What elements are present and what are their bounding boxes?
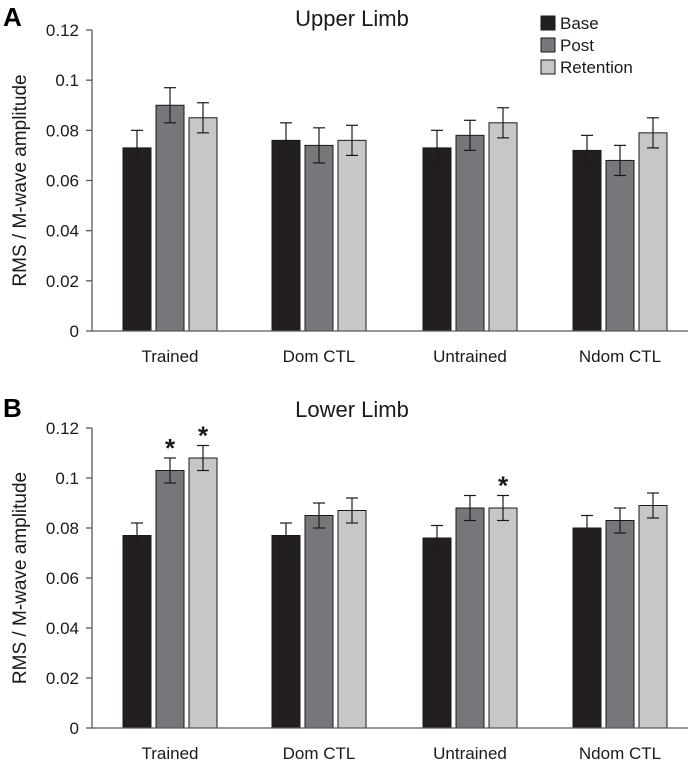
bar-base-trained — [122, 147, 152, 332]
y-tick-label: 0.1 — [55, 469, 79, 488]
y-tick-label: 0 — [70, 719, 79, 738]
y-tick-label: 0.06 — [46, 569, 79, 588]
x-tick-label: Untrained — [433, 347, 507, 366]
chart-panel-a: A Upper Limb RMS / M-wave amplitude 0 0.02 0.… — [3, 2, 688, 366]
y-axis-title: RMS / M-wave amplitude — [10, 74, 31, 286]
bar-retention-ndom-ctl — [638, 132, 668, 332]
x-tick-label: Ndom CTL — [579, 347, 661, 366]
bar-base-dom-ctl — [271, 139, 301, 332]
bar-post-untrained — [455, 134, 485, 332]
bar-base-untrained — [422, 147, 452, 332]
chart-panel-b: B Lower Limb RMS / M-wave amplitude 0 0.02 0.… — [3, 393, 688, 763]
y-tick-label: 0.04 — [46, 619, 79, 638]
bar-retention-dom-ctl — [337, 139, 367, 332]
y-tick-label: 0.02 — [46, 272, 79, 291]
panel-letter: B — [3, 393, 22, 423]
x-tick-label: Dom CTL — [283, 347, 356, 366]
bar-post-untrained — [455, 507, 485, 729]
bar-post-trained — [155, 470, 185, 729]
legend: Base Post Retention — [540, 14, 633, 77]
significance-marker: * — [498, 471, 509, 501]
bar-base-ndom-ctl — [572, 527, 602, 729]
y-tick-label: 0.08 — [46, 121, 79, 140]
y-tick-label: 0.02 — [46, 669, 79, 688]
legend-swatch-post — [540, 37, 556, 53]
bar-retention-ndom-ctl — [638, 505, 668, 729]
y-tick-label: 0.06 — [46, 172, 79, 191]
bar-retention-trained — [188, 457, 218, 729]
bar-retention-untrained — [488, 507, 518, 729]
x-tick-label: Untrained — [433, 744, 507, 763]
bar-base-dom-ctl — [271, 535, 301, 729]
panel-letter: A — [3, 2, 22, 32]
y-tick-label: 0 — [70, 322, 79, 341]
legend-swatch-retention — [540, 59, 556, 75]
bar-base-trained — [122, 535, 152, 729]
y-axis-title: RMS / M-wave amplitude — [10, 472, 31, 684]
bar-post-dom-ctl — [304, 515, 334, 729]
significance-marker: * — [165, 433, 176, 463]
bar-post-ndom-ctl — [605, 520, 635, 729]
legend-label-retention: Retention — [560, 58, 633, 77]
x-tick-label: Trained — [141, 744, 198, 763]
x-tick-label: Trained — [141, 347, 198, 366]
chart-title: Lower Limb — [295, 397, 409, 422]
y-tick-label: 0.04 — [46, 222, 79, 241]
bar-base-untrained — [422, 537, 452, 729]
bar-retention-dom-ctl — [337, 510, 367, 729]
y-tick-label: 0.08 — [46, 519, 79, 538]
x-tick-label: Ndom CTL — [579, 744, 661, 763]
legend-label-post: Post — [560, 36, 594, 55]
y-tick-label: 0.1 — [55, 71, 79, 90]
bar-post-dom-ctl — [304, 144, 334, 332]
bar-post-trained — [155, 104, 185, 332]
legend-swatch-base — [540, 15, 556, 31]
significance-marker: * — [198, 421, 209, 451]
x-tick-label: Dom CTL — [283, 744, 356, 763]
legend-label-base: Base — [560, 14, 599, 33]
y-tick-label: 0.12 — [46, 419, 79, 438]
bar-post-ndom-ctl — [605, 159, 635, 332]
bar-base-ndom-ctl — [572, 149, 602, 332]
y-tick-label: 0.12 — [46, 21, 79, 40]
bar-retention-untrained — [488, 122, 518, 332]
chart-title: Upper Limb — [295, 6, 409, 31]
bar-retention-trained — [188, 117, 218, 332]
